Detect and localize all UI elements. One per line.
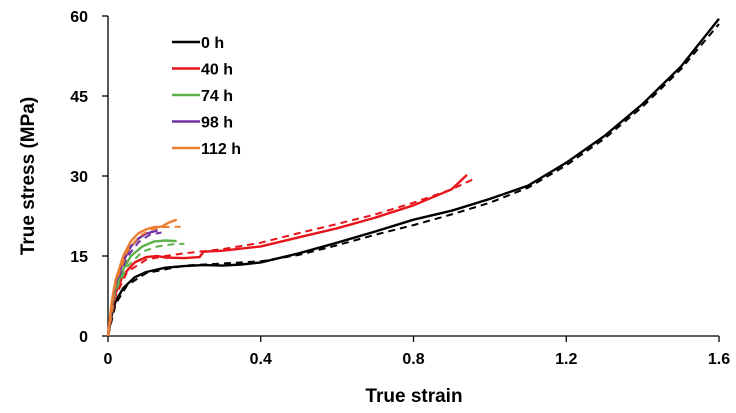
series-40-h-dashed-line [107,177,476,337]
x-tick-label: 1.6 [708,351,730,368]
legend-label: 74 h [201,88,233,105]
x-tick-label: 0.8 [402,351,424,368]
y-tick-label: 60 [70,9,88,26]
series-112-h-solid-line [106,218,178,337]
y-axis-label: True stress (MPa) [18,97,39,255]
series-74-h-dashed-line [107,242,185,337]
series-layer [106,17,720,337]
y-tick-label: 45 [70,89,88,106]
legend-label: 98 h [201,115,233,132]
x-axis-label: True strain [365,386,462,407]
x-tick-label: 0.4 [250,351,272,368]
legend: 0 h 40 h 74 h 98 h 112 h [172,35,241,158]
series-0-h-solid-line [106,17,720,337]
series-0-h-dashed-line [107,23,720,337]
series-112-h-dashed-line [107,225,181,337]
legend-label: 112 h [201,141,241,158]
x-tick-label: 1.2 [555,351,577,368]
x-tick-label: 0 [104,351,113,368]
y-tick-label: 15 [70,249,88,266]
legend-label: 40 h [201,62,233,79]
y-tick-label: 30 [70,169,88,186]
axes: 0 0.4 0.8 1.2 1.6 0 15 30 45 60 [70,9,730,368]
y-tick-label: 0 [79,329,88,346]
legend-label: 0 h [201,35,224,52]
